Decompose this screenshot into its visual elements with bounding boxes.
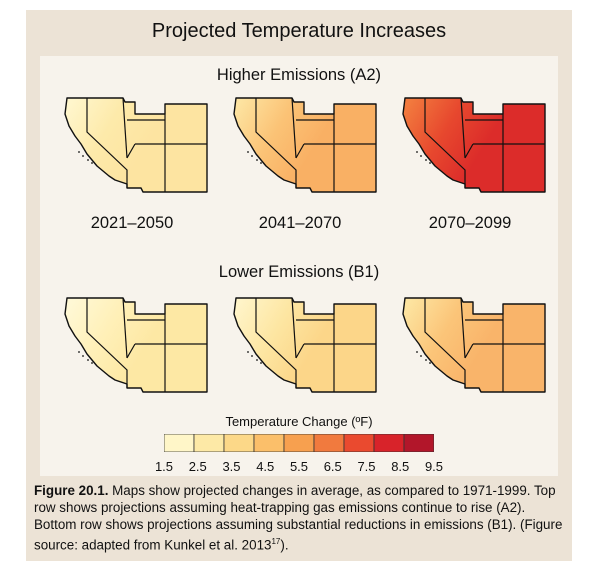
legend-swatch [164,434,195,452]
island-mark [416,351,418,353]
legend-title: Temperature Change (ºF) [225,414,373,429]
state-border [86,98,128,188]
island-mark [251,155,253,157]
period-label: 2070–2099 [428,214,512,232]
map-panel: Higher Emissions (A2) Lower Emissions (B… [40,56,558,476]
region-map [402,297,546,393]
state-border [126,143,136,159]
region-map [233,297,377,393]
row-title-lower-emissions: Lower Emissions (B1) [218,263,380,281]
legend-swatch [343,434,375,452]
island-mark [87,359,89,361]
map-region-fill [233,297,377,393]
legend-swatch [313,434,345,452]
caption-reference: 17 [271,537,281,546]
state-border [464,343,474,359]
legend-tick-label: 2.5 [188,459,207,474]
island-mark [425,159,427,161]
legend-swatch [283,434,315,452]
state-border [122,297,128,359]
region-map [64,97,208,193]
legend-swatch [253,434,285,452]
island-mark [429,362,431,364]
island-mark [91,162,93,164]
island-mark [82,155,84,157]
island-mark [247,151,249,153]
island-mark [260,162,262,164]
island-mark [87,159,89,161]
state-border [295,143,305,159]
island-mark [256,159,258,161]
legend-tick-label: 1.5 [154,459,174,474]
state-border [255,98,297,188]
row-title-higher-emissions: Higher Emissions (A2) [216,66,382,84]
legend-tick-label: 9.5 [424,459,444,474]
island-mark [78,151,80,153]
region-map [402,97,546,193]
legend-swatch [223,434,255,452]
state-border [86,298,128,388]
island-mark [260,362,262,364]
caption-label: Figure 20.1. [34,483,109,498]
island-mark [78,351,80,353]
map-region-fill [402,297,546,393]
island-mark [91,362,93,364]
island-mark [429,162,431,164]
state-border [126,343,136,359]
map-region-fill [233,97,377,193]
legend-swatch [193,434,225,452]
legend-color-bar [164,434,434,452]
island-mark [425,359,427,361]
state-border [460,97,466,159]
state-border [460,297,466,359]
island-mark [251,355,253,357]
figure-frame: Projected Temperature Increases Higher E… [26,10,572,561]
map-region-fill [64,97,208,193]
legend-tick-label: 5.5 [289,459,309,474]
caption-text: Maps show projected changes in average, … [34,483,563,553]
legend-tick-label: 3.5 [222,459,241,474]
caption-end: ). [280,537,289,553]
island-mark [420,155,422,157]
state-border [464,143,474,159]
period-label: 2041–2070 [258,214,342,232]
map-region-fill [64,297,208,393]
legend-swatch [403,434,434,452]
region-map [233,97,377,193]
island-mark [420,355,422,357]
island-mark [247,351,249,353]
state-border [424,98,466,188]
island-mark [256,359,258,361]
state-border [291,97,297,159]
region-map [64,297,208,393]
figure-caption: Figure 20.1. Maps show projected changes… [34,482,566,553]
legend-swatch [373,434,405,452]
island-mark [82,355,84,357]
legend-tick-label: 6.5 [323,459,342,474]
state-border [122,97,128,159]
island-mark [416,151,418,153]
state-border [424,298,466,388]
legend-tick-label: 4.5 [256,459,275,474]
legend-tick-label: 7.5 [357,459,376,474]
period-label: 2021–2050 [90,214,174,232]
figure-title: Projected Temperature Increases [151,20,447,42]
state-border [255,298,297,388]
state-border [291,297,297,359]
map-region-fill [402,97,546,193]
state-border [295,343,305,359]
legend-tick-label: 8.5 [391,459,410,474]
